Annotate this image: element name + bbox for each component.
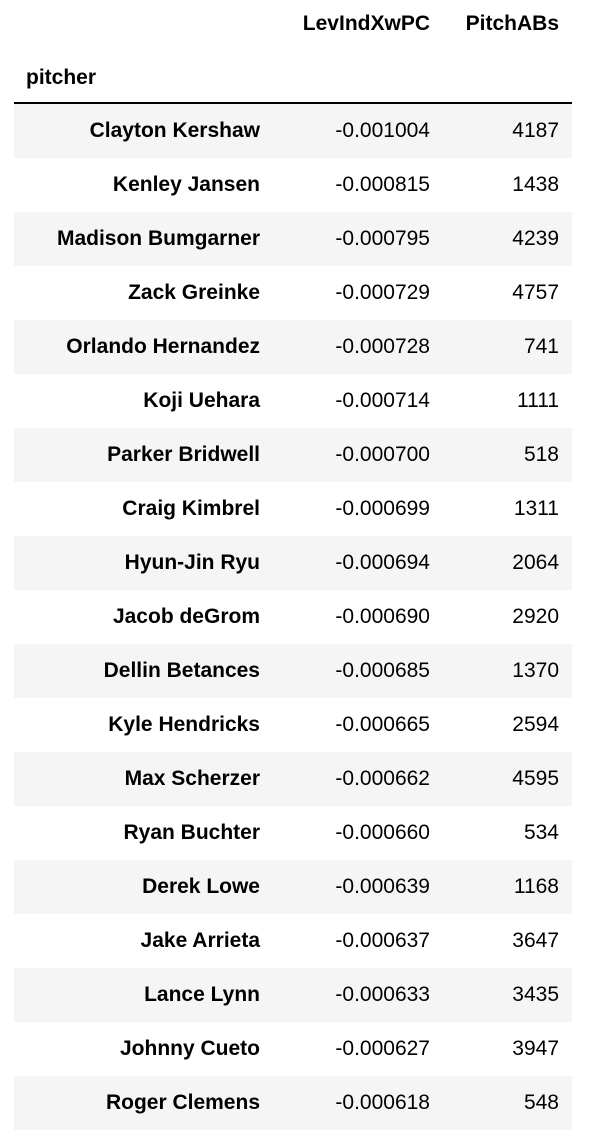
table-row: Max Scherzer -0.000662 4595 — [14, 752, 572, 806]
levindxwpc-cell: -0.000639 — [335, 875, 430, 898]
table-row: Dellin Betances -0.000685 1370 — [14, 644, 572, 698]
pitchabs-cell: 4595 — [512, 767, 559, 790]
table-row: Orlando Hernandez -0.000728 741 — [14, 320, 572, 374]
pitchabs-cell: 3647 — [512, 929, 559, 952]
levindxwpc-cell: -0.000714 — [335, 389, 430, 412]
pitcher-name-cell: Dellin Betances — [103, 659, 260, 682]
levindxwpc-cell: -0.000627 — [335, 1037, 430, 1060]
table-row: Roger Clemens -0.000618 548 — [14, 1076, 572, 1130]
pitcher-name-cell: Max Scherzer — [124, 767, 260, 790]
table-row: Koji Uehara -0.000714 1111 — [14, 374, 572, 428]
pitcher-name-cell: Hyun-Jin Ryu — [124, 551, 260, 574]
table-row: Craig Kimbrel -0.000699 1311 — [14, 482, 572, 536]
table-row: Ryan Buchter -0.000660 534 — [14, 806, 572, 860]
pitchabs-cell: 1111 — [516, 389, 559, 412]
levindxwpc-cell: -0.000633 — [335, 983, 430, 1006]
pitchabs-cell: 2920 — [512, 605, 559, 628]
table-row: Kyle Hendricks -0.000665 2594 — [14, 698, 572, 752]
table-row: Derek Lowe -0.000639 1168 — [14, 860, 572, 914]
pitcher-name-cell: Roger Clemens — [105, 1091, 260, 1114]
table-row: Clayton Kershaw -0.001004 4187 — [14, 104, 572, 158]
pitchabs-cell: 2064 — [512, 551, 559, 574]
pitcher-name-cell: Kyle Hendricks — [108, 713, 260, 736]
pitchabs-cell: 1370 — [512, 659, 559, 682]
pitcher-name-cell: Koji Uehara — [143, 389, 260, 412]
pitchabs-cell: 4187 — [512, 119, 559, 142]
pitcher-name-cell: Parker Bridwell — [107, 443, 260, 466]
pitcher-name-cell: Zack Greinke — [128, 281, 260, 304]
column-header-levindxwpc: LevIndXwPC — [302, 12, 430, 35]
column-header-pitchabs: PitchABs — [465, 12, 559, 35]
table-row: Lance Lynn -0.000633 3435 — [14, 968, 572, 1022]
table-row: Kenley Jansen -0.000815 1438 — [14, 158, 572, 212]
pitchabs-cell: 4757 — [512, 281, 559, 304]
levindxwpc-cell: -0.000665 — [335, 713, 430, 736]
pitchabs-cell: 1168 — [513, 875, 559, 898]
pitchabs-cell: 2594 — [512, 713, 559, 736]
table-body: Clayton Kershaw -0.001004 4187 Kenley Janse… — [14, 104, 572, 1130]
pitcher-name-cell: Derek Lowe — [142, 875, 260, 898]
pitcher-name-cell: Kenley Jansen — [112, 173, 260, 196]
pitchabs-cell: 741 — [523, 335, 559, 358]
levindxwpc-cell: -0.000690 — [335, 605, 430, 628]
levindxwpc-cell: -0.000699 — [335, 497, 430, 520]
levindxwpc-cell: -0.000700 — [335, 443, 430, 466]
table-row: Zack Greinke -0.000729 4757 — [14, 266, 572, 320]
levindxwpc-cell: -0.000729 — [335, 281, 430, 304]
levindxwpc-cell: -0.000685 — [335, 659, 430, 682]
pitcher-name-cell: Clayton Kershaw — [89, 119, 260, 142]
levindxwpc-cell: -0.000795 — [335, 227, 430, 250]
levindxwpc-cell: -0.000660 — [335, 821, 430, 844]
levindxwpc-cell: -0.000728 — [335, 335, 430, 358]
levindxwpc-cell: -0.001004 — [335, 119, 430, 142]
table-row: Jake Arrieta -0.000637 3647 — [14, 914, 572, 968]
pitchabs-cell: 3435 — [512, 983, 559, 1006]
levindxwpc-cell: -0.000637 — [335, 929, 430, 952]
pitcher-name-cell: Orlando Hernandez — [66, 335, 260, 358]
dataframe-table: LevIndXwPC PitchABs pitcher Clayton Kers… — [14, 0, 572, 1130]
pitchabs-cell: 4239 — [512, 227, 559, 250]
pitchabs-cell: 1311 — [513, 497, 559, 520]
index-header-pitcher: pitcher — [26, 66, 97, 89]
pitchabs-cell: 518 — [523, 443, 559, 466]
pitcher-name-cell: Madison Bumgarner — [56, 227, 260, 250]
pitchabs-cell: 548 — [523, 1091, 559, 1114]
table-row: Parker Bridwell -0.000700 518 — [14, 428, 572, 482]
table-row: Johnny Cueto -0.000627 3947 — [14, 1022, 572, 1076]
column-header-row: LevIndXwPC PitchABs — [14, 0, 572, 50]
pitcher-name-cell: Lance Lynn — [144, 983, 260, 1006]
table-row: Jacob deGrom -0.000690 2920 — [14, 590, 572, 644]
pitcher-name-cell: Craig Kimbrel — [122, 497, 260, 520]
levindxwpc-cell: -0.000662 — [335, 767, 430, 790]
pitchabs-cell: 3947 — [512, 1037, 559, 1060]
pitchabs-cell: 1438 — [512, 173, 559, 196]
levindxwpc-cell: -0.000694 — [335, 551, 430, 574]
pitchabs-cell: 534 — [523, 821, 559, 844]
index-header-row: pitcher — [14, 50, 572, 104]
pitcher-name-cell: Jacob deGrom — [112, 605, 260, 628]
pitcher-name-cell: Ryan Buchter — [123, 821, 260, 844]
pitcher-name-cell: Johnny Cueto — [120, 1037, 260, 1060]
pitcher-name-cell: Jake Arrieta — [140, 929, 260, 952]
levindxwpc-cell: -0.000815 — [335, 173, 430, 196]
table-row: Hyun-Jin Ryu -0.000694 2064 — [14, 536, 572, 590]
table-row: Madison Bumgarner -0.000795 4239 — [14, 212, 572, 266]
levindxwpc-cell: -0.000618 — [335, 1091, 430, 1114]
